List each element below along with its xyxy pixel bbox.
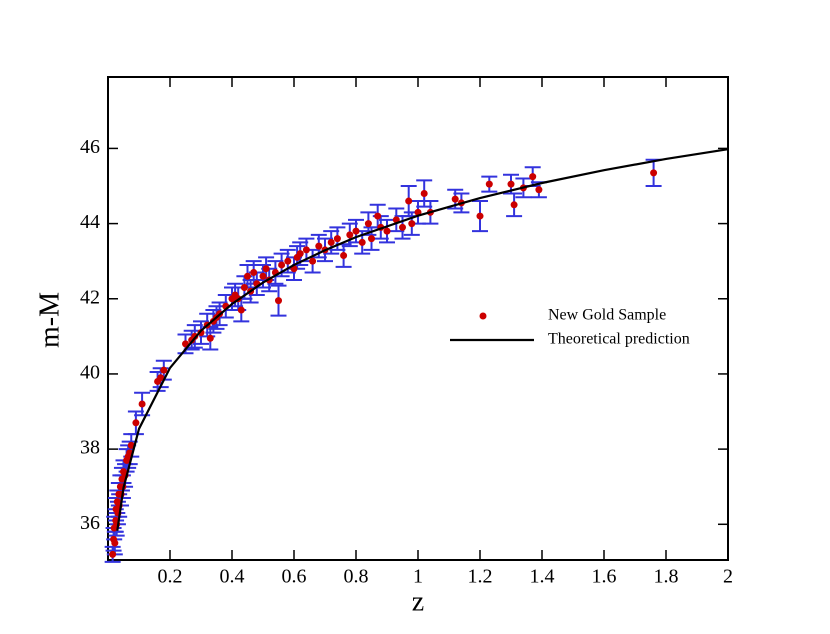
data-point	[485, 180, 493, 188]
legend-label: New Gold Sample	[548, 307, 666, 324]
y-tick-label: 40	[80, 362, 100, 384]
x-tick-label: 1.8	[654, 566, 679, 588]
data-point	[368, 235, 375, 243]
y-tick-label: 38	[80, 437, 100, 459]
x-tick-label: 0.6	[282, 566, 307, 588]
x-tick-label: 1.2	[468, 566, 493, 588]
data-point	[340, 252, 348, 260]
data-point	[374, 212, 382, 220]
x-axis-label: z	[412, 586, 424, 617]
data-point	[358, 238, 366, 246]
data-point	[364, 220, 372, 228]
data-point	[315, 242, 323, 250]
data-point	[275, 297, 282, 305]
y-tick-label: 42	[80, 286, 100, 308]
x-tick-label: 2	[723, 566, 733, 588]
data-point	[451, 195, 459, 203]
y-tick-label: 36	[80, 512, 100, 534]
data-point	[535, 186, 543, 194]
x-tick-label: 1	[413, 566, 423, 588]
data-point	[650, 169, 658, 177]
data-point	[420, 190, 428, 198]
data-point	[111, 539, 119, 547]
data-point	[237, 306, 245, 314]
data-point	[284, 257, 292, 265]
data-point	[352, 227, 360, 235]
data-point	[132, 419, 140, 427]
data-point	[240, 283, 248, 291]
x-tick-label: 0.8	[344, 566, 369, 588]
legend-marker	[479, 312, 487, 320]
data-point	[333, 235, 341, 243]
y-tick-label: 46	[80, 136, 100, 158]
data-point	[138, 400, 146, 408]
x-tick-label: 1.4	[530, 566, 555, 588]
data-point	[250, 268, 258, 276]
x-tick-label: 0.2	[158, 566, 183, 588]
data-point	[259, 272, 267, 280]
data-point	[405, 197, 413, 205]
data-point	[206, 334, 214, 342]
data-point	[408, 220, 416, 228]
data-point	[327, 238, 335, 246]
data-point	[262, 265, 270, 273]
legend-label: Theoretical prediction	[548, 331, 690, 348]
data-point	[296, 250, 304, 258]
data-point	[510, 201, 518, 209]
data-point	[109, 550, 117, 558]
x-tick-label: 1.6	[592, 566, 617, 588]
data-point	[507, 180, 515, 188]
data-point	[127, 441, 135, 449]
data-point	[157, 374, 165, 382]
data-point	[278, 261, 286, 269]
data-point	[346, 231, 354, 239]
data-point	[244, 272, 251, 280]
x-tick-label: 0.4	[220, 566, 245, 588]
data-point	[383, 227, 391, 235]
data-point	[309, 257, 317, 265]
data-point	[160, 366, 168, 374]
data-point	[399, 223, 406, 231]
data-point	[476, 212, 484, 220]
y-tick-label: 44	[80, 211, 100, 233]
data-point	[302, 246, 310, 254]
data-point	[529, 173, 537, 181]
theory-line	[116, 148, 729, 531]
y-axis-label: m-M	[34, 292, 65, 348]
